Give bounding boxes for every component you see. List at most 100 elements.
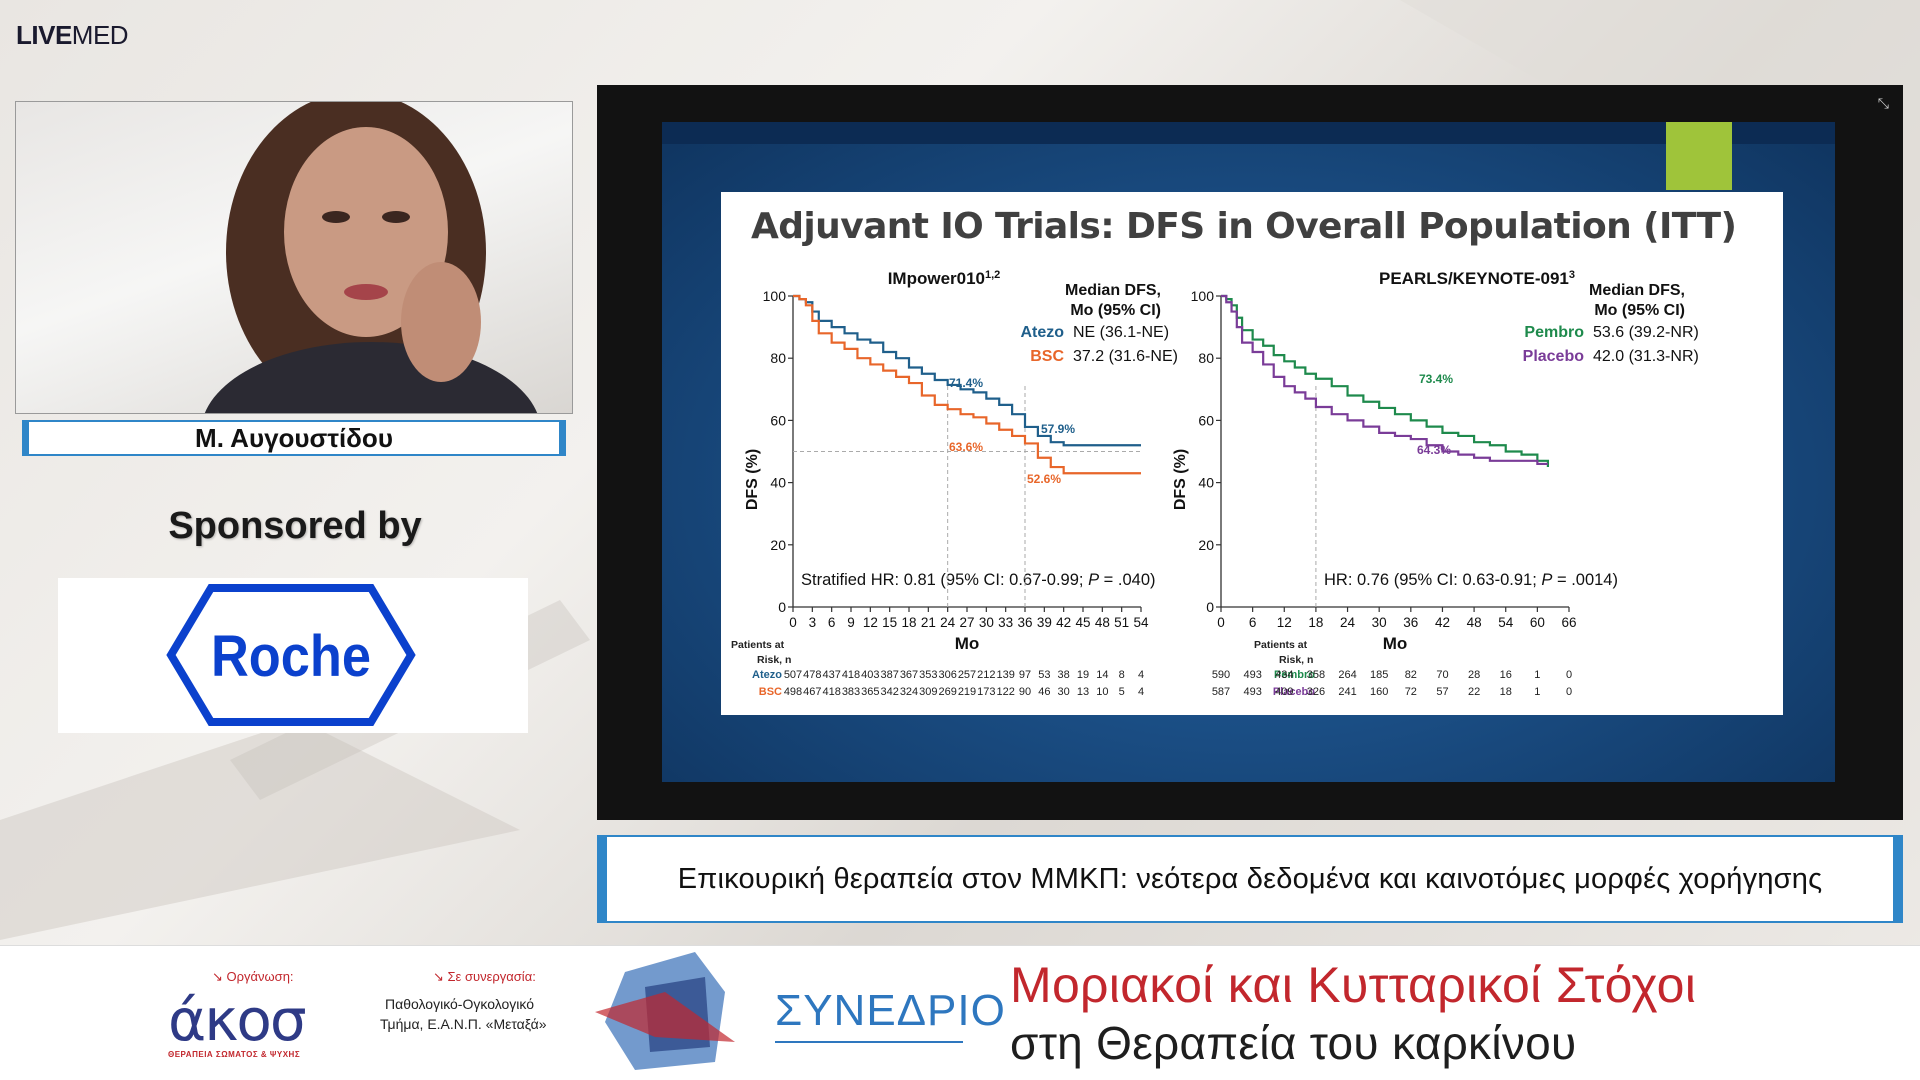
right-risk-value: 1	[1534, 686, 1540, 698]
right-x-tick-label: 12	[1277, 615, 1292, 630]
right-risk-value: 82	[1405, 669, 1417, 681]
slide-accent-tab	[1666, 122, 1732, 190]
organizer-label: ↘ Οργάνωση:	[212, 969, 294, 984]
left-risk-value: 498	[784, 686, 802, 698]
right-risk-value: 160	[1370, 686, 1388, 698]
left-arm2-name: BSC	[1030, 348, 1064, 365]
right-risk-value: 57	[1436, 686, 1448, 698]
left-y-tick-label: 80	[770, 350, 786, 366]
left-x-tick-label: 33	[998, 615, 1013, 630]
left-x-tick-label: 0	[789, 615, 797, 630]
left-risk-value: 383	[842, 686, 860, 698]
left-median-header-2: Mo (95% CI)	[1070, 302, 1161, 319]
left-risk-value: 367	[900, 669, 918, 681]
left-risk-value: 309	[919, 686, 937, 698]
right-risk-value: 590	[1212, 669, 1230, 681]
left-risk-value: 53	[1038, 669, 1050, 681]
right-risk-header-1: Patients at	[1254, 639, 1308, 651]
right-x-axis-label: Mo	[1383, 634, 1408, 653]
left-x-tick-label: 9	[847, 615, 855, 630]
km-charts: IMpower0101,2 Median DFS, Mo (95% CI) At…	[731, 269, 1699, 698]
left-x-tick-label: 45	[1075, 615, 1090, 630]
right-risk-value: 0	[1566, 686, 1572, 698]
left-x-tick-label: 48	[1095, 615, 1110, 630]
shared-screen: ⤡ Adjuvant IO Trials: DFS in Overall Pop…	[597, 85, 1903, 820]
left-risk-value: 90	[1019, 686, 1031, 698]
right-arm1-value: 53.6 (39.2-NR)	[1593, 324, 1699, 341]
right-trial-title: PEARLS/KEYNOTE-0913	[1379, 269, 1575, 288]
right-risk-value: 185	[1370, 669, 1388, 681]
right-y-tick-label: 20	[1198, 537, 1214, 553]
left-risk-value: 19	[1077, 669, 1089, 681]
right-risk-value: 18	[1500, 686, 1512, 698]
left-risk-value: 365	[861, 686, 879, 698]
left-risk-header-2: Risk, n	[757, 654, 791, 666]
sponsored-by-heading: Sponsored by	[168, 505, 422, 547]
left-x-tick-label: 39	[1037, 615, 1052, 630]
right-x-tick-label: 18	[1308, 615, 1323, 630]
left-series-atezo	[793, 294, 1141, 447]
right-y-tick-label: 60	[1198, 412, 1214, 428]
right-risk-value: 587	[1212, 686, 1230, 698]
left-x-tick-label: 18	[901, 615, 916, 630]
left-annot-63: 63.6%	[949, 440, 983, 454]
left-x-tick-label: 36	[1017, 615, 1032, 630]
right-risk-value: 326	[1307, 686, 1325, 698]
right-arm1-name: Pembro	[1524, 324, 1584, 341]
left-x-tick-label: 6	[828, 615, 836, 630]
left-y-tick-label: 100	[763, 288, 787, 304]
speaker-nameplate: Μ. Αυγουστίδου	[22, 420, 566, 456]
roche-logo: Roche	[166, 584, 416, 726]
right-annot-73: 73.4%	[1419, 372, 1453, 386]
left-risk-value: 139	[996, 669, 1014, 681]
left-risk-header-1: Patients at	[731, 639, 785, 651]
slide-content-panel: Adjuvant IO Trials: DFS in Overall Popul…	[721, 192, 1783, 715]
left-y-tick-label: 40	[770, 475, 786, 491]
right-risk-value: 241	[1338, 686, 1356, 698]
right-y-tick-label: 100	[1191, 288, 1215, 304]
left-risk-value: 4	[1138, 669, 1144, 681]
congress-underline	[775, 1041, 963, 1043]
left-risk-value: 212	[977, 669, 995, 681]
right-series-placebo	[1221, 294, 1548, 466]
right-arm2-value: 42.0 (31.3-NR)	[1593, 348, 1699, 365]
right-risk-header-2: Risk, n	[1279, 654, 1313, 666]
left-risk-value: 507	[784, 669, 802, 681]
right-x-tick-label: 24	[1340, 615, 1356, 630]
right-risk-value: 493	[1243, 686, 1261, 698]
left-x-axis-label: Mo	[955, 634, 980, 653]
cooperation-line-1: Παθολογικό-Ογκολογικό	[385, 996, 535, 1012]
speaker-video-frame	[204, 102, 538, 413]
left-y-tick-label: 60	[770, 412, 786, 428]
left-trial-title: IMpower0101,2	[888, 269, 1001, 288]
left-x-tick-label: 15	[882, 615, 897, 630]
cooperation-label: ↘ Σε συνεργασία:	[433, 969, 536, 984]
left-hr-text: Stratified HR: 0.81 (95% CI: 0.67-0.99; …	[801, 571, 1156, 589]
left-x-tick-label: 54	[1133, 615, 1149, 630]
right-x-tick-label: 36	[1403, 615, 1418, 630]
conference-title-line-2: στη Θεραπεία του καρκίνου	[1010, 1017, 1577, 1069]
left-risk-value: 5	[1119, 686, 1125, 698]
collapse-icon[interactable]: ⤡	[1877, 95, 1889, 111]
left-risk-value: 437	[822, 669, 840, 681]
sponsor-logo-box: Roche	[58, 578, 528, 733]
left-risk-value: 46	[1038, 686, 1050, 698]
organizer-logo: άκοσ	[168, 986, 307, 1054]
right-risk-arm1: Pembro	[1274, 669, 1315, 681]
left-x-tick-label: 42	[1056, 615, 1071, 630]
right-x-tick-label: 30	[1372, 615, 1387, 630]
right-risk-value: 358	[1307, 669, 1325, 681]
right-y-tick-label: 0	[1206, 599, 1214, 615]
right-y-tick-label: 40	[1198, 475, 1214, 491]
left-x-tick-label: 21	[921, 615, 936, 630]
right-y-axis-label: DFS (%)	[1172, 449, 1189, 510]
left-x-tick-label: 27	[959, 615, 974, 630]
right-risk-value: 1	[1534, 669, 1540, 681]
left-x-tick-label: 12	[863, 615, 878, 630]
presentation-slide: Adjuvant IO Trials: DFS in Overall Popul…	[662, 122, 1835, 782]
left-y-axis-label: DFS (%)	[744, 449, 761, 510]
left-risk-value: 353	[919, 669, 937, 681]
left-risk-value: 269	[938, 686, 956, 698]
right-risk-value: 0	[1566, 669, 1572, 681]
right-x-tick-label: 42	[1435, 615, 1450, 630]
